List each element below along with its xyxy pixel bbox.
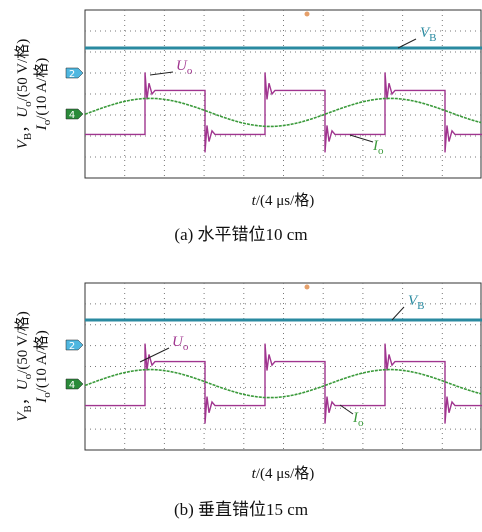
x-axis-label: t/(4 μs/格)	[252, 192, 315, 209]
x-axis-label: t/(4 μs/格)	[252, 465, 315, 482]
text-part: o	[183, 341, 189, 353]
vb-trace	[85, 47, 482, 50]
text-part: o	[358, 417, 364, 429]
trigger-dot	[305, 285, 310, 290]
text-part: /(50 V/格)	[14, 311, 31, 374]
text-part: ，	[15, 118, 31, 133]
text-part: /(4 μs/格)	[256, 465, 314, 482]
vb-trace	[85, 319, 482, 322]
text-part: /(10 A/格)	[33, 330, 50, 392]
y-axis-label: VB，Uo/(50 V/格)	[14, 39, 34, 150]
channel-label: 4	[69, 110, 75, 121]
text-part: /(10 A/格)	[33, 58, 50, 120]
y-axis-label: Io/(10 A/格)	[33, 330, 53, 404]
text-part: B	[417, 300, 424, 312]
leader	[350, 135, 373, 142]
y-axis-label: VB，Uo/(50 V/格)	[14, 311, 34, 422]
io-annotation: Io	[372, 138, 384, 157]
uo-annotation: Uo	[172, 334, 189, 353]
channel-label: 2	[69, 69, 75, 80]
uo-annotation: Uo	[176, 58, 193, 77]
text-part: /(50 V/格)	[14, 39, 31, 102]
io-annotation: Io	[352, 410, 364, 429]
text-part: o	[187, 65, 193, 77]
vb-annotation: VB	[408, 293, 425, 312]
page: {"panels": [ {"y_label_1": {"v": "V", "v…	[0, 0, 482, 532]
text-part: o	[378, 145, 384, 157]
caption: (b) 垂直错位15 cm	[174, 500, 308, 519]
leader	[340, 405, 353, 414]
text-part: B	[22, 405, 34, 412]
y-axis-label: Io/(10 A/格)	[33, 58, 53, 132]
figure: 24VBUoIoVB，Uo/(50 V/格)Io/(10 A/格)t/(4 μs…	[0, 0, 482, 527]
text-part: B	[22, 133, 34, 140]
channel-label: 2	[69, 341, 75, 352]
trigger-dot	[305, 12, 310, 17]
vb-annotation: VB	[420, 25, 437, 44]
text-part: /(4 μs/格)	[256, 192, 314, 209]
channel-label: 4	[69, 380, 75, 391]
caption: (a) 水平错位10 cm	[174, 225, 307, 244]
leader	[150, 72, 173, 75]
text-part: ，	[15, 390, 31, 405]
text-part: B	[429, 32, 436, 44]
